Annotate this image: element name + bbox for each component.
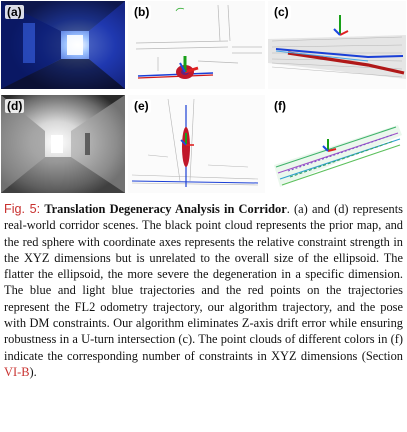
panel-d-label: (d) (5, 99, 24, 113)
panel-c-u-turn: (c) (268, 1, 406, 89)
figure-caption: Fig. 5: Translation Degeneracy Analysis … (4, 201, 403, 380)
panel-c-label: (c) (272, 5, 291, 19)
caption-end: ). (29, 365, 36, 379)
caption-body: . (a) and (d) represents real-world corr… (4, 202, 403, 363)
panel-f-label: (f) (272, 99, 288, 113)
panel-f-constraint-clouds: (f) (268, 95, 406, 193)
panel-d-corridor-photo: (d) (1, 95, 125, 193)
panel-b-prior-map: (b) (128, 1, 265, 89)
caption-title: Translation Degeneracy Analysis in Corri… (44, 202, 286, 216)
figure-number: Fig. 5: (4, 202, 40, 216)
panel-a-corridor-photo: (a) (1, 1, 125, 89)
constraint-pointcloud (268, 95, 406, 193)
panel-e-label: (e) (132, 99, 151, 113)
panel-b-label: (b) (132, 5, 151, 19)
panel-a-label: (a) (5, 5, 24, 19)
panel-e-prior-map: (e) (128, 95, 265, 193)
section-ref-link[interactable]: VI-B (4, 365, 29, 379)
